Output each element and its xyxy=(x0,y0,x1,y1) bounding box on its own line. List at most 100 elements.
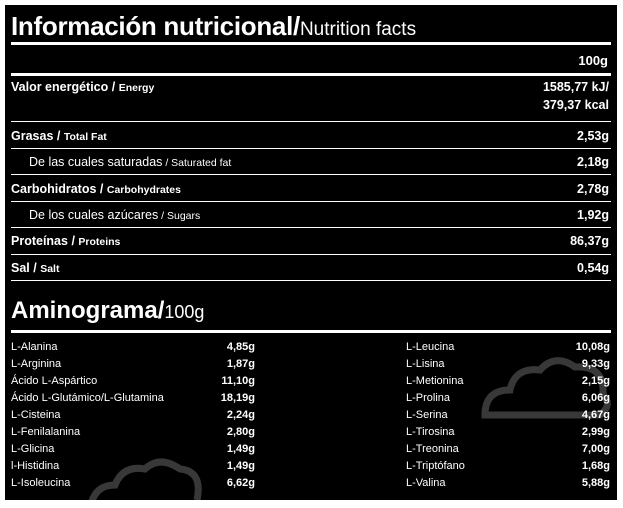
amino-acid-name: L-Leucina xyxy=(406,341,455,353)
nutrient-name-en: Proteins xyxy=(78,236,121,248)
amino-acid-name: L-Treonina xyxy=(406,443,459,455)
amino-acid-value: 5,88g xyxy=(581,477,610,489)
nutrient-separator: / xyxy=(96,182,107,196)
amino-acid-value: 18,19g xyxy=(220,392,255,404)
title-divider xyxy=(11,42,611,45)
amino-acid-row: L-Tirosina 2,99g xyxy=(406,424,610,441)
nutrient-name-en: Sugars xyxy=(167,210,201,222)
aminogram-divider xyxy=(11,330,611,333)
amino-acid-value: 1,68g xyxy=(581,460,610,472)
amino-acid-name: L-Serina xyxy=(406,409,448,421)
amino-acid-row: Ácido L-Aspártico 11,10g xyxy=(11,373,255,390)
amino-acid-value: 2,15g xyxy=(581,375,610,387)
nutrient-value-primary: 1585,77 kJ/ xyxy=(542,80,609,94)
nutrient-name-en: Salt xyxy=(40,263,60,275)
amino-acid-name: L-Fenilalanina xyxy=(11,426,81,438)
row-divider xyxy=(11,201,611,202)
amino-acid-name: L-Glicina xyxy=(11,443,55,455)
amino-acid-row: L-Leucina 10,08g xyxy=(406,339,610,356)
amino-acid-row: L-Metionina 2,15g xyxy=(406,373,610,390)
nutrient-separator: / xyxy=(162,157,172,169)
amino-acid-value: 1,49g xyxy=(226,460,255,472)
amino-acid-row: L-Alanina 4,85g xyxy=(11,339,255,356)
aminogram-unit: 100g xyxy=(164,302,205,322)
amino-acid-row: L-Serina 4,67g xyxy=(406,407,610,424)
row-divider xyxy=(11,174,611,175)
row-divider xyxy=(11,121,611,122)
amino-acid-name: l-Histidina xyxy=(11,460,60,472)
nutrient-value-secondary: 379,37 kcal xyxy=(542,98,609,112)
cloud-watermark-icon-2 xyxy=(88,458,202,500)
amino-acid-name: L-Lisina xyxy=(406,358,445,370)
amino-acid-name: L-Prolina xyxy=(406,392,451,404)
amino-acid-name: L-Isoleucina xyxy=(11,477,71,489)
amino-acid-row: L-Prolina 6,06g xyxy=(406,390,610,407)
nutrient-name-en: Energy xyxy=(118,82,155,94)
nutrient-separator: / xyxy=(53,129,64,143)
amino-acid-value: 1,87g xyxy=(226,358,255,370)
nutrient-name-es: Valor energético xyxy=(11,80,109,94)
title-spanish: Información nutricional/ xyxy=(11,11,300,41)
aminogram-right-column: L-Leucina 10,08g L-Lisina 9,33g L-Metionina 2… xyxy=(406,339,610,492)
nutrient-separator: / xyxy=(108,80,119,94)
amino-acid-row: L-Isoleucina 6,62g xyxy=(11,475,255,492)
nutrient-label: De los cuales azúcares / Sugars xyxy=(29,208,200,222)
amino-acid-name: Ácido L-Glutámico/L-Glutamina xyxy=(11,392,164,404)
amino-acid-name: L-Arginina xyxy=(11,358,62,370)
amino-acid-value: 2,80g xyxy=(226,426,255,438)
amino-acid-value: 7,00g xyxy=(581,443,610,455)
row-divider xyxy=(11,148,611,149)
header-divider xyxy=(11,73,611,76)
nutrient-separator: / xyxy=(29,261,41,275)
amino-acid-name: L-Metionina xyxy=(406,375,464,387)
column-header-100g: 100g xyxy=(578,53,608,68)
nutrient-name-en: Carbohydrates xyxy=(106,184,181,196)
amino-acid-value: 11,10g xyxy=(221,375,255,387)
amino-acid-value: 2,24g xyxy=(226,409,255,421)
amino-acid-name: L-Valina xyxy=(406,477,446,489)
amino-acid-row: L-Cisteina 2,24g xyxy=(11,407,255,424)
nutrient-value: 1,92g xyxy=(577,208,609,222)
aminogram-title-text: Aminograma/ xyxy=(11,297,165,324)
nutrient-value-primary: 2,18g xyxy=(577,155,609,169)
nutrient-separator: / xyxy=(67,234,79,248)
amino-acid-value: 2,99g xyxy=(581,426,610,438)
nutrient-value: 0,54g xyxy=(577,261,609,275)
amino-acid-value: 1,49g xyxy=(226,443,255,455)
nutrient-label: Sal / Salt xyxy=(11,261,59,275)
amino-acid-row: l-Histidina 1,49g xyxy=(11,458,255,475)
nutrient-label: Grasas / Total Fat xyxy=(11,129,107,143)
nutrient-value: 1585,77 kJ/379,37 kcal xyxy=(543,80,609,112)
amino-acid-name: Ácido L-Aspártico xyxy=(11,375,98,387)
nutrition-title: Información nutricional/Nutrition facts xyxy=(11,9,416,43)
row-divider xyxy=(11,227,611,228)
amino-acid-value: 4,67g xyxy=(581,409,610,421)
amino-acid-row: L-Arginina 1,87g xyxy=(11,356,255,373)
nutrient-value: 2,78g xyxy=(577,182,609,196)
amino-acid-name: L-Cisteina xyxy=(11,409,61,421)
amino-acid-value: 4,85g xyxy=(226,341,255,353)
amino-acid-value: 10,08g xyxy=(575,341,610,353)
nutrient-label: De las cuales saturadas / Saturated fat xyxy=(29,155,231,169)
nutrient-label: Proteínas / Proteins xyxy=(11,234,120,248)
title-english: Nutrition facts xyxy=(299,19,417,40)
nutrient-label: Valor energético / Energy xyxy=(11,80,154,94)
amino-acid-row: L-Valina 5,88g xyxy=(406,475,610,492)
nutrient-name-es: De los cuales azúcares xyxy=(29,208,159,222)
amino-acid-value: 6,06g xyxy=(581,392,610,404)
nutrient-value-primary: 86,37g xyxy=(570,234,609,248)
cloud-watermark-icon xyxy=(481,357,611,419)
nutrient-name-es: Grasas xyxy=(11,129,54,143)
nutrient-value: 2,53g xyxy=(577,129,609,143)
row-divider xyxy=(11,254,611,255)
nutrient-name-es: Carbohidratos xyxy=(11,182,97,196)
amino-acid-name: L-Triptófano xyxy=(406,460,465,472)
nutrient-value-primary: 1,92g xyxy=(577,208,609,222)
nutrient-value: 2,18g xyxy=(577,155,609,169)
amino-acid-value: 9,33g xyxy=(581,358,610,370)
nutrition-label: Información nutricional/Nutrition facts … xyxy=(5,5,617,500)
nutrient-separator: / xyxy=(158,210,167,222)
amino-acid-value: 6,62g xyxy=(226,477,255,489)
nutrient-value-primary: 2,53g xyxy=(577,129,609,143)
amino-acid-row: L-Treonina 7,00g xyxy=(406,441,610,458)
